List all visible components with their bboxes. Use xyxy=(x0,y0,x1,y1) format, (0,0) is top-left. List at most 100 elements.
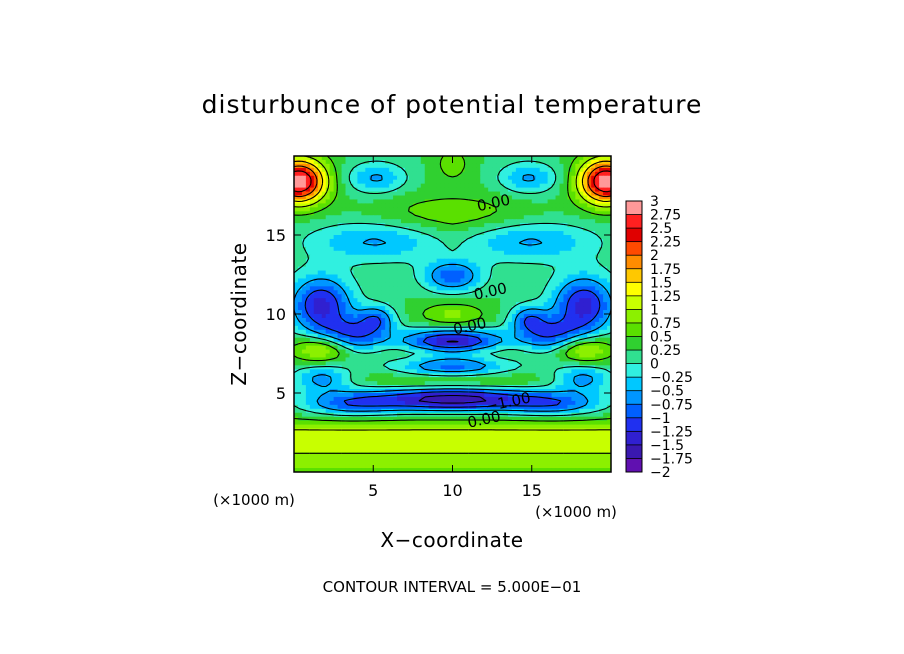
heatmap-cell xyxy=(547,262,553,268)
heatmap-cell xyxy=(507,278,513,283)
heatmap-cell xyxy=(305,290,311,295)
heatmap-cell xyxy=(543,274,549,279)
heatmap-cell xyxy=(416,274,422,279)
heatmap-cell xyxy=(345,207,350,212)
heatmap-cell xyxy=(440,274,446,279)
heatmap-cell xyxy=(353,270,358,275)
heatmap-cell xyxy=(321,345,327,351)
heatmap-cell xyxy=(377,159,382,165)
heatmap-cell xyxy=(333,396,339,402)
heatmap-cell xyxy=(504,389,509,394)
heatmap-cell xyxy=(365,393,370,398)
heatmap-cell xyxy=(301,171,307,177)
heatmap-cell xyxy=(567,365,572,370)
heatmap-cell xyxy=(400,159,406,165)
heatmap-cell xyxy=(519,167,525,173)
heatmap-cell xyxy=(397,341,402,347)
heatmap-cell xyxy=(595,183,600,189)
heatmap-cell xyxy=(297,393,303,398)
heatmap-cell xyxy=(381,317,386,323)
heatmap-cell xyxy=(551,203,557,208)
heatmap-cell xyxy=(333,183,339,189)
heatmap-cell xyxy=(460,246,465,252)
heatmap-cell xyxy=(567,242,572,248)
heatmap-cell xyxy=(345,321,350,327)
heatmap-cell xyxy=(456,333,461,339)
heatmap-cell xyxy=(519,337,525,343)
heatmap-cell xyxy=(397,270,402,275)
heatmap-cell xyxy=(591,159,596,165)
heatmap-cell xyxy=(583,254,588,260)
heatmap-cell xyxy=(527,199,533,204)
heatmap-cell xyxy=(480,298,485,303)
heatmap-cell xyxy=(349,282,354,287)
heatmap-cell xyxy=(599,314,604,319)
heatmap-cell xyxy=(305,341,311,347)
heatmap-cell xyxy=(341,246,347,252)
heatmap-cell xyxy=(492,171,497,177)
heatmap-cell xyxy=(488,310,493,315)
heatmap-cell xyxy=(329,310,335,315)
heatmap-cell xyxy=(373,187,378,193)
heatmap-cell xyxy=(563,290,568,295)
heatmap-cell xyxy=(329,353,335,358)
heatmap-cell xyxy=(523,396,529,402)
heatmap-cell xyxy=(357,203,362,208)
heatmap-cell xyxy=(519,377,525,382)
heatmap-cell xyxy=(555,207,560,212)
heatmap-cell xyxy=(432,199,438,204)
heatmap-cell xyxy=(369,329,374,335)
heatmap-cell xyxy=(440,353,446,358)
heatmap-cell xyxy=(329,207,335,212)
heatmap-cell xyxy=(603,310,608,315)
heatmap-cell xyxy=(571,242,576,248)
heatmap-cell xyxy=(452,306,457,311)
heatmap-cell xyxy=(309,227,315,232)
heatmap-cell xyxy=(353,219,358,224)
heatmap-cell xyxy=(400,373,406,378)
heatmap-cell xyxy=(571,183,576,189)
heatmap-cell xyxy=(523,207,529,212)
heatmap-cell xyxy=(507,349,513,354)
heatmap-cell xyxy=(377,167,382,173)
heatmap-cell xyxy=(559,246,564,252)
heatmap-cell xyxy=(321,310,327,315)
heatmap-cell xyxy=(301,393,307,398)
heatmap-cell xyxy=(603,227,608,232)
heatmap-cell xyxy=(523,306,529,311)
heatmap-cell xyxy=(547,235,553,240)
heatmap-cell xyxy=(535,262,541,268)
heatmap-cell xyxy=(313,353,319,358)
heatmap-cell xyxy=(575,242,580,248)
heatmap-cell xyxy=(476,171,481,177)
heatmap-cell xyxy=(408,400,414,406)
heatmap-cell xyxy=(460,270,465,275)
heatmap-cell xyxy=(305,250,311,256)
heatmap-cell xyxy=(341,396,347,402)
heatmap-cell xyxy=(309,389,315,394)
heatmap-cell xyxy=(460,223,465,228)
heatmap-cell xyxy=(400,171,406,177)
heatmap-cell xyxy=(341,325,347,331)
heatmap-cell xyxy=(428,282,434,287)
heatmap-cell xyxy=(583,286,588,291)
heatmap-cell xyxy=(523,211,529,216)
heatmap-cell xyxy=(464,341,469,347)
heatmap-cell xyxy=(436,211,442,216)
heatmap-cell xyxy=(504,199,509,204)
heatmap-cell xyxy=(543,345,549,351)
heatmap-cell xyxy=(373,250,378,256)
heatmap-cell xyxy=(373,325,378,331)
heatmap-cell xyxy=(519,357,525,362)
heatmap-cell xyxy=(389,357,394,362)
heatmap-cell xyxy=(567,329,572,335)
heatmap-cell xyxy=(452,219,457,224)
heatmap-cell xyxy=(583,250,588,256)
heatmap-cell xyxy=(476,314,481,319)
heatmap-cell xyxy=(464,270,469,275)
heatmap-cell xyxy=(547,156,553,161)
heatmap-cell xyxy=(349,250,354,256)
heatmap-cell xyxy=(579,250,584,256)
heatmap-cell xyxy=(507,373,513,378)
heatmap-cell xyxy=(484,321,489,327)
